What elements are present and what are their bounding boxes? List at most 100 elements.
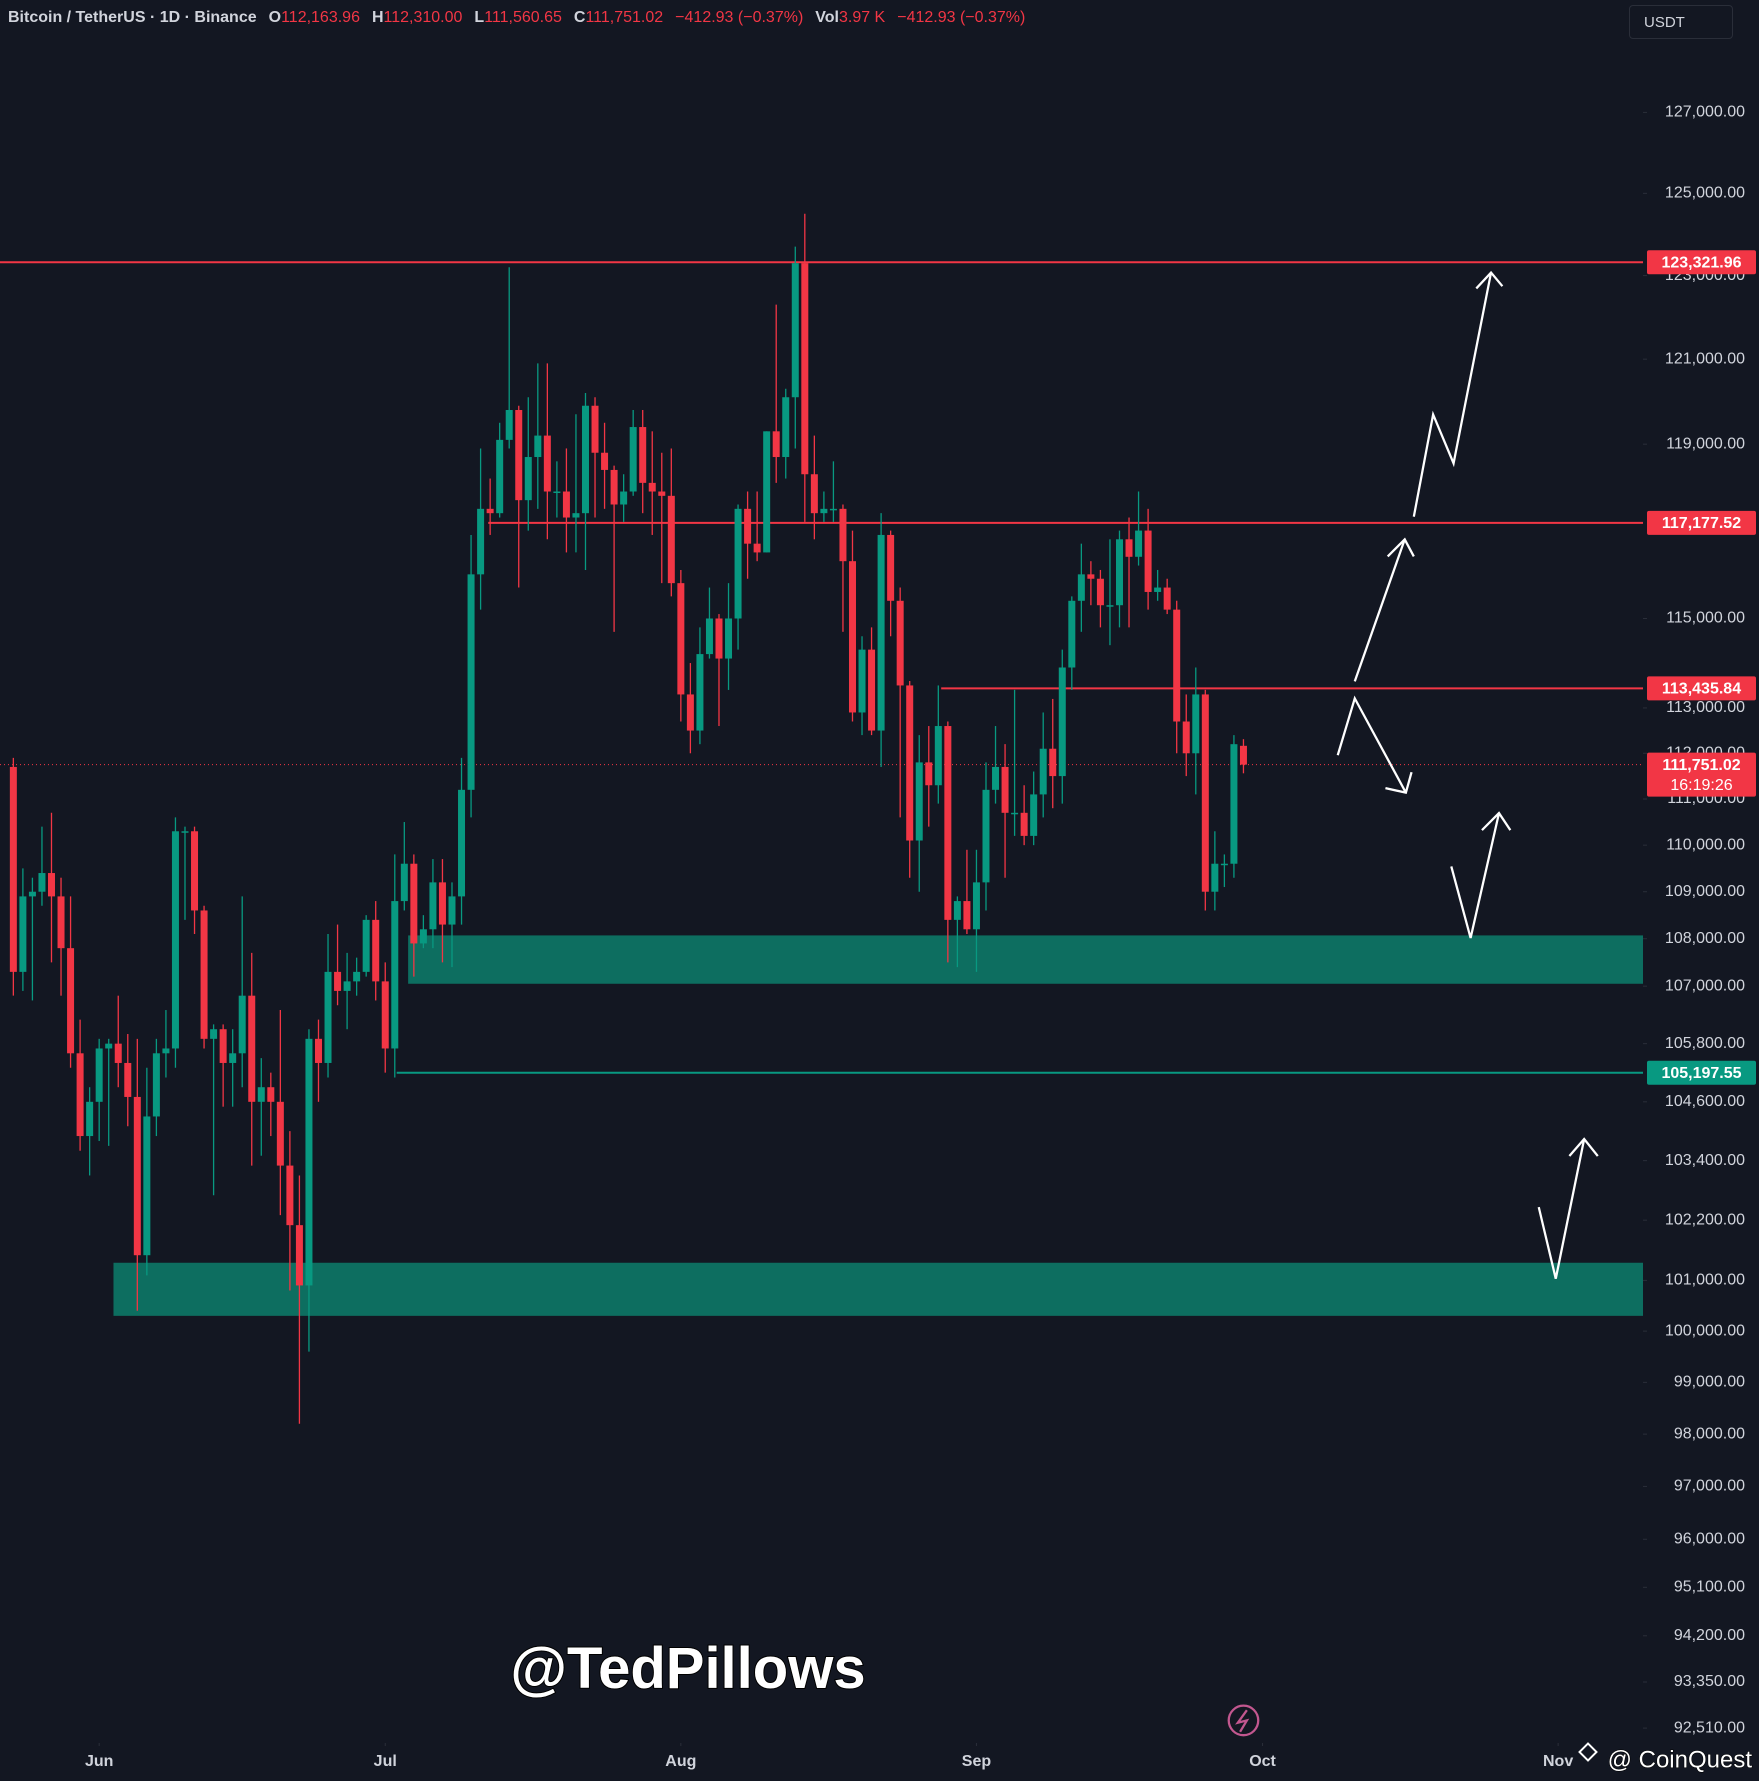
y-tick-label: 102,200.00 — [1665, 1211, 1745, 1228]
candle-body — [1058, 667, 1066, 777]
x-tick-label: Nov — [1543, 1753, 1573, 1770]
candle-body — [1220, 863, 1228, 866]
candle-body — [1068, 600, 1076, 668]
candle-body — [496, 439, 504, 514]
candle-body — [763, 431, 771, 553]
candle-body — [658, 491, 666, 496]
candle-body — [992, 766, 1000, 790]
candle-body — [191, 831, 199, 911]
y-tick-label: 93,350.00 — [1674, 1673, 1745, 1690]
candle-body — [772, 431, 780, 458]
candle-body — [391, 901, 399, 1049]
candle-body — [314, 1038, 322, 1063]
candle-body — [801, 263, 809, 475]
y-tick-label: 99,000.00 — [1674, 1374, 1745, 1391]
candle-body — [105, 1043, 113, 1049]
candle-body — [925, 762, 933, 786]
candle-body — [95, 1048, 103, 1102]
candle-body — [915, 762, 923, 841]
y-tick-label: 97,000.00 — [1674, 1478, 1745, 1495]
y-tick-label: 107,000.00 — [1665, 977, 1745, 994]
candle-body — [400, 863, 408, 902]
candle-body — [1192, 694, 1200, 754]
last-price-box — [1647, 752, 1756, 797]
candle-body — [1182, 721, 1190, 754]
candle-body — [515, 409, 523, 501]
y-tick-label: 113,000.00 — [1666, 699, 1745, 716]
ohlc-value: 112,310.00 — [383, 9, 463, 26]
candle-body — [124, 1062, 132, 1097]
candle-body — [1087, 574, 1095, 579]
vol-value: 3.97 K — [838, 9, 886, 26]
ohlc-key: C — [573, 9, 586, 26]
candle-body — [67, 948, 75, 1054]
level-price-box — [1647, 250, 1756, 275]
candle-body — [505, 409, 513, 440]
candle-body — [162, 1048, 170, 1054]
candle-body — [1201, 694, 1209, 892]
candle-body — [1011, 812, 1019, 815]
candle-body — [667, 495, 675, 584]
y-tick-label: 95,100.00 — [1674, 1579, 1745, 1596]
candle-body — [448, 896, 456, 925]
y-tick-label: 121,000.00 — [1665, 350, 1745, 367]
candle-body — [896, 600, 904, 686]
vol-key: Vol — [815, 9, 839, 26]
candle-body — [1115, 539, 1123, 606]
y-tick-label: 108,000.00 — [1665, 930, 1745, 947]
level-price-label: 123,321.96 — [1661, 254, 1741, 271]
level-price-label: 117,177.52 — [1662, 515, 1741, 532]
candle-body — [248, 995, 256, 1102]
candle-body — [1230, 744, 1238, 864]
candle-body — [76, 1053, 84, 1137]
candle-body — [1077, 574, 1085, 601]
candle-body — [238, 995, 246, 1054]
currency-button[interactable]: USDT — [1629, 5, 1733, 39]
y-tick-label: 127,000.00 — [1665, 104, 1745, 121]
x-tick-label: Jul — [374, 1753, 397, 1770]
candle-body — [133, 1096, 141, 1256]
candle-body — [572, 513, 580, 518]
candle-body — [343, 981, 351, 991]
y-tick-label: 96,000.00 — [1674, 1530, 1745, 1547]
candle-body — [1163, 587, 1171, 610]
candle-body — [581, 405, 589, 514]
ohlc-values: O112,163.96 H112,310.00 L111,560.65 C111,75… — [269, 9, 676, 26]
candle-body — [963, 901, 971, 930]
countdown-label: 16:19:26 — [1670, 777, 1732, 794]
candle-body — [629, 427, 637, 492]
candle-body — [534, 435, 542, 458]
y-tick-label: 92,510.00 — [1674, 1719, 1745, 1736]
change: −412.93 (−0.37%) — [675, 9, 804, 26]
candle-body — [410, 863, 418, 944]
symbol: Bitcoin / TetherUS · 1D · Binance — [8, 9, 257, 26]
candle-body — [639, 427, 647, 483]
candle-body — [114, 1043, 122, 1063]
y-tick-label: 109,000.00 — [1665, 883, 1745, 900]
candle-body — [9, 766, 17, 972]
ohlc-key: H — [371, 9, 384, 26]
candle-body — [725, 618, 733, 659]
y-tick-label: 110,000.00 — [1666, 836, 1745, 853]
candle-body — [1211, 863, 1219, 892]
candle-body — [810, 474, 818, 514]
symbol-header: Bitcoin / TetherUS · 1D · Binance O112,16… — [8, 9, 1037, 27]
candle-body — [877, 534, 885, 731]
ohlc-value: 112,163.96 — [281, 9, 360, 26]
y-tick-label: 101,000.00 — [1665, 1272, 1745, 1289]
candle-body — [381, 981, 389, 1049]
candle-body — [372, 919, 380, 982]
candle-body — [143, 1116, 151, 1256]
candle-body — [677, 583, 685, 695]
candle-body — [610, 469, 618, 505]
candle-body — [438, 882, 446, 925]
candle-body — [1039, 748, 1047, 795]
candle-body — [944, 726, 952, 920]
candle-body — [295, 1225, 303, 1286]
candle-body — [28, 891, 36, 897]
candle-body — [858, 649, 866, 713]
candle-body — [47, 873, 55, 897]
candle-body — [286, 1165, 294, 1226]
candle-body — [210, 1029, 218, 1039]
